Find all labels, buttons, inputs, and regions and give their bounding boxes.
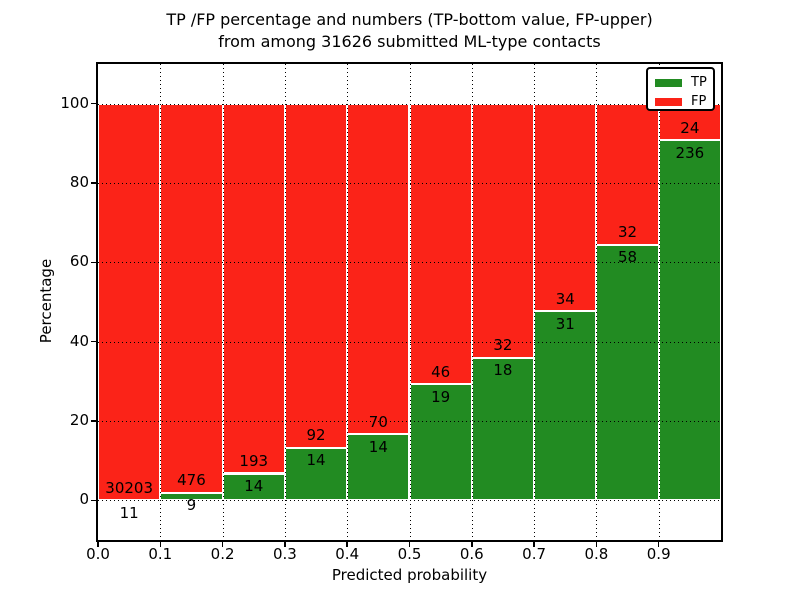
x-gridline bbox=[658, 64, 660, 540]
tp-bar-segment bbox=[222, 473, 285, 501]
y-tick-label: 40 bbox=[69, 331, 89, 350]
x-axis-label: Predicted probability bbox=[331, 566, 488, 584]
legend-entry-fp: FP bbox=[655, 94, 713, 109]
x-tick-label: 0.3 bbox=[272, 545, 297, 563]
x-tick-mark bbox=[97, 542, 99, 547]
fp-bar-segment bbox=[160, 103, 223, 493]
x-tick-label: 0.5 bbox=[397, 545, 422, 563]
x-tick-label: 0.1 bbox=[148, 545, 173, 563]
tp-count-label: 58 bbox=[618, 248, 638, 267]
tp-count-label: 11 bbox=[119, 503, 139, 522]
x-gridline bbox=[471, 64, 473, 540]
tp-count-label: 18 bbox=[493, 361, 513, 380]
y-tick-label: 100 bbox=[60, 93, 89, 112]
tp-bar-segment bbox=[534, 311, 597, 501]
legend-label-fp: FP bbox=[691, 94, 707, 109]
chart-title-line1: TP /FP percentage and numbers (TP-bottom… bbox=[166, 10, 653, 29]
x-gridline bbox=[284, 64, 286, 540]
y-tick-mark bbox=[91, 340, 96, 343]
x-gridline bbox=[534, 64, 536, 540]
legend-entry-tp: TP bbox=[655, 75, 713, 90]
tp-bar-segment bbox=[471, 357, 535, 501]
tp-count-label: 31 bbox=[555, 314, 575, 333]
fp-bar-segment bbox=[534, 103, 597, 312]
fp-color-swatch bbox=[655, 97, 682, 106]
fp-bar-segment bbox=[471, 103, 535, 358]
x-gridline bbox=[409, 64, 411, 540]
x-tick-label: 0.7 bbox=[522, 545, 547, 563]
x-tick-mark bbox=[284, 542, 286, 547]
x-tick-mark bbox=[595, 542, 598, 547]
x-tick-mark bbox=[221, 542, 224, 547]
x-tick-mark bbox=[533, 542, 535, 547]
chart-title-line2: from among 31626 submitted ML-type conta… bbox=[218, 32, 601, 51]
fp-count-label: 193 bbox=[239, 452, 269, 470]
y-tick-mark bbox=[91, 102, 96, 105]
x-tick-label: 0.9 bbox=[646, 545, 671, 563]
legend: TP FP bbox=[646, 67, 715, 111]
fp-count-label: 30203 bbox=[105, 478, 153, 497]
y-axis-label: Percentage bbox=[37, 258, 55, 344]
fp-bar-segment bbox=[596, 103, 659, 245]
x-tick-mark bbox=[159, 542, 162, 547]
tp-bar-segment bbox=[409, 384, 472, 501]
x-gridline bbox=[160, 64, 162, 540]
fp-bar-segment bbox=[284, 103, 348, 448]
tp-count-label: 14 bbox=[368, 437, 388, 456]
x-tick-label: 0.6 bbox=[459, 545, 484, 563]
chart-title: TP /FP percentage and numbers (TP-bottom… bbox=[96, 9, 723, 53]
fp-bar-segment bbox=[98, 103, 161, 501]
tp-count-label: 14 bbox=[244, 477, 264, 495]
fp-bar-segment bbox=[347, 103, 410, 435]
x-tick-mark bbox=[408, 542, 411, 547]
fp-count-label: 32 bbox=[493, 336, 513, 355]
fp-count-label: 476 bbox=[177, 471, 206, 490]
y-tick-label: 80 bbox=[69, 173, 89, 191]
legend-label-tp: TP bbox=[691, 75, 707, 90]
x-tick-label: 0.0 bbox=[86, 545, 110, 563]
x-tick-label: 0.8 bbox=[584, 545, 609, 563]
fp-count-label: 34 bbox=[555, 289, 575, 308]
y-tick-label: 0 bbox=[79, 490, 89, 509]
x-tick-label: 0.2 bbox=[210, 545, 235, 563]
tp-bar-segment bbox=[596, 244, 659, 501]
y-tick-mark bbox=[91, 499, 96, 502]
tp-bar-segment bbox=[658, 140, 721, 501]
tp-count-label: 19 bbox=[431, 387, 451, 406]
tp-count-label: 9 bbox=[186, 496, 197, 515]
fp-count-label: 46 bbox=[431, 362, 451, 381]
x-tick-mark bbox=[346, 542, 348, 547]
y-tick-label: 20 bbox=[69, 411, 89, 429]
x-tick-label: 0.4 bbox=[335, 545, 360, 563]
y-tick-mark bbox=[91, 182, 96, 184]
fp-bar-segment bbox=[222, 103, 285, 474]
y-tick-mark bbox=[91, 420, 96, 422]
fp-count-label: 92 bbox=[306, 426, 326, 445]
x-gridline bbox=[347, 64, 349, 540]
fp-count-label: 32 bbox=[618, 223, 638, 242]
tp-count-label: 236 bbox=[675, 143, 705, 162]
x-gridline bbox=[222, 64, 224, 540]
tp-color-swatch bbox=[655, 78, 682, 87]
tp-count-label: 14 bbox=[306, 451, 326, 470]
x-tick-mark bbox=[471, 542, 473, 547]
tp-bar-segment bbox=[347, 434, 410, 501]
y-tick-label: 60 bbox=[69, 252, 89, 271]
fp-count-label: 70 bbox=[368, 412, 388, 431]
fp-count-label: 24 bbox=[680, 118, 700, 137]
plot-area: 30203 11 476 9 193 14 92 14 70 14 46 19 32 18 34 31 32 58… bbox=[96, 62, 723, 542]
x-gridline bbox=[596, 64, 598, 540]
x-tick-mark bbox=[657, 542, 660, 547]
y-tick-mark bbox=[91, 261, 96, 264]
